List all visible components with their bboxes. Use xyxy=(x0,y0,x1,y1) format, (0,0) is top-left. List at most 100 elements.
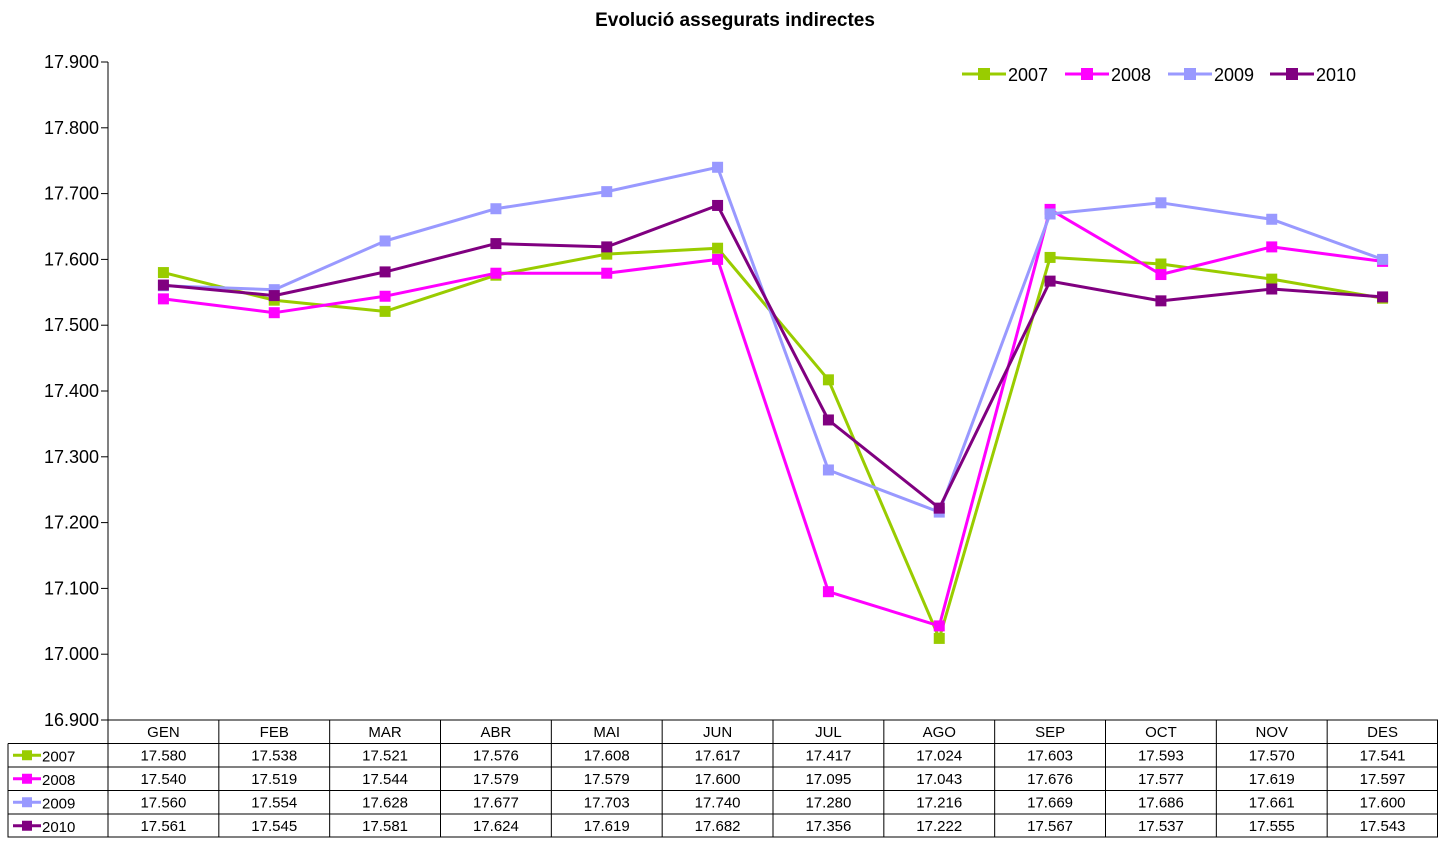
y-tick-label: 17.400 xyxy=(44,381,99,401)
y-tick-label: 16.900 xyxy=(44,710,99,730)
data-point xyxy=(1266,241,1278,253)
data-table-cell: 17.577 xyxy=(1138,771,1184,788)
x-category-label: OCT xyxy=(1145,724,1177,741)
data-table-cell: 17.617 xyxy=(695,747,741,764)
x-category-label: SEP xyxy=(1035,724,1065,741)
table-series-name: 2008 xyxy=(42,772,75,789)
table-series-name: 2010 xyxy=(42,819,75,836)
data-point xyxy=(601,248,613,260)
table-legend-marker xyxy=(22,773,32,784)
legend-label: 2008 xyxy=(1111,65,1151,85)
y-tick-label: 17.000 xyxy=(44,644,99,664)
data-table-cell: 17.603 xyxy=(1027,747,1073,764)
table-series-name: 2009 xyxy=(42,795,75,812)
data-table-cell: 17.554 xyxy=(251,794,297,811)
data-table-cell: 17.356 xyxy=(805,818,851,835)
data-point xyxy=(379,305,391,317)
data-point xyxy=(933,620,945,632)
data-table-cell: 17.280 xyxy=(805,794,851,811)
data-point xyxy=(712,199,724,211)
data-table-cell: 17.095 xyxy=(805,771,851,788)
legend-marker xyxy=(1286,68,1298,80)
series-line-2007 xyxy=(163,246,1383,640)
data-table-cell: 17.619 xyxy=(1249,771,1295,788)
data-table-cell: 17.576 xyxy=(473,747,519,764)
table-series-name: 2007 xyxy=(42,748,75,765)
data-point xyxy=(712,253,724,265)
x-category-label: ABR xyxy=(480,724,511,741)
data-point xyxy=(1266,273,1278,285)
x-category-label: GEN xyxy=(147,724,180,741)
data-point xyxy=(1155,295,1167,307)
data-point xyxy=(1044,251,1056,263)
legend-label: 2007 xyxy=(1008,65,1048,85)
data-point xyxy=(379,235,391,247)
data-table-cell: 17.417 xyxy=(805,747,851,764)
data-table-cell: 17.519 xyxy=(251,771,297,788)
data-table-cell: 17.540 xyxy=(140,771,186,788)
data-point xyxy=(157,279,169,291)
legend-marker xyxy=(1184,68,1196,80)
data-table-cell: 17.216 xyxy=(916,794,962,811)
y-tick-label: 17.100 xyxy=(44,578,99,598)
y-tick-label: 17.500 xyxy=(44,315,99,335)
data-table-cell: 17.608 xyxy=(584,747,630,764)
data-point xyxy=(268,307,280,319)
y-tick-label: 17.300 xyxy=(44,447,99,467)
data-table-cell: 17.619 xyxy=(584,818,630,835)
data-point xyxy=(268,284,280,296)
data-table-cell: 17.669 xyxy=(1027,794,1073,811)
data-table-cell: 17.579 xyxy=(584,771,630,788)
legend-marker xyxy=(1081,68,1093,80)
data-table-cell: 17.677 xyxy=(473,794,519,811)
data-table-cell: 17.561 xyxy=(140,818,186,835)
y-tick-label: 17.800 xyxy=(44,118,99,138)
table-legend-marker xyxy=(22,820,32,831)
data-table-cell: 17.593 xyxy=(1138,747,1184,764)
data-table-cell: 17.686 xyxy=(1138,794,1184,811)
data-point xyxy=(1044,275,1056,287)
data-point xyxy=(712,161,724,173)
data-point xyxy=(157,267,169,279)
y-tick-label: 17.200 xyxy=(44,513,99,533)
data-table-cell: 17.521 xyxy=(362,747,408,764)
data-table-cell: 17.567 xyxy=(1027,818,1073,835)
data-table-cell: 17.545 xyxy=(251,818,297,835)
x-category-label: AGO xyxy=(923,724,956,741)
data-point xyxy=(822,374,834,386)
data-table-cell: 17.544 xyxy=(362,771,408,788)
data-point xyxy=(1377,291,1389,303)
data-table-cell: 17.703 xyxy=(584,794,630,811)
legend-marker xyxy=(978,68,990,80)
y-tick-label: 17.600 xyxy=(44,249,99,269)
data-table-cell: 17.024 xyxy=(916,747,962,764)
data-point xyxy=(157,293,169,305)
data-point xyxy=(601,241,613,253)
data-table-cell: 17.043 xyxy=(916,771,962,788)
data-point xyxy=(1044,208,1056,220)
data-point xyxy=(379,266,391,278)
data-point xyxy=(822,414,834,426)
x-category-label: MAI xyxy=(593,724,620,741)
data-point xyxy=(490,238,502,250)
data-table-cell: 17.222 xyxy=(916,818,962,835)
data-table-cell: 17.600 xyxy=(695,771,741,788)
legend-label: 2010 xyxy=(1316,65,1356,85)
data-point xyxy=(712,242,724,254)
data-table-cell: 17.555 xyxy=(1249,818,1295,835)
x-category-label: DES xyxy=(1367,724,1398,741)
data-point xyxy=(1155,197,1167,209)
data-point xyxy=(601,186,613,198)
data-point xyxy=(1266,283,1278,295)
data-point xyxy=(822,464,834,476)
legend-label: 2009 xyxy=(1214,65,1254,85)
data-table-cell: 17.682 xyxy=(695,818,741,835)
data-table-cell: 17.661 xyxy=(1249,794,1295,811)
data-table-cell: 17.570 xyxy=(1249,747,1295,764)
data-point xyxy=(601,267,613,279)
data-table-cell: 17.600 xyxy=(1360,794,1406,811)
data-table-cell: 17.740 xyxy=(695,794,741,811)
data-point xyxy=(822,586,834,598)
data-table-cell: 17.676 xyxy=(1027,771,1073,788)
